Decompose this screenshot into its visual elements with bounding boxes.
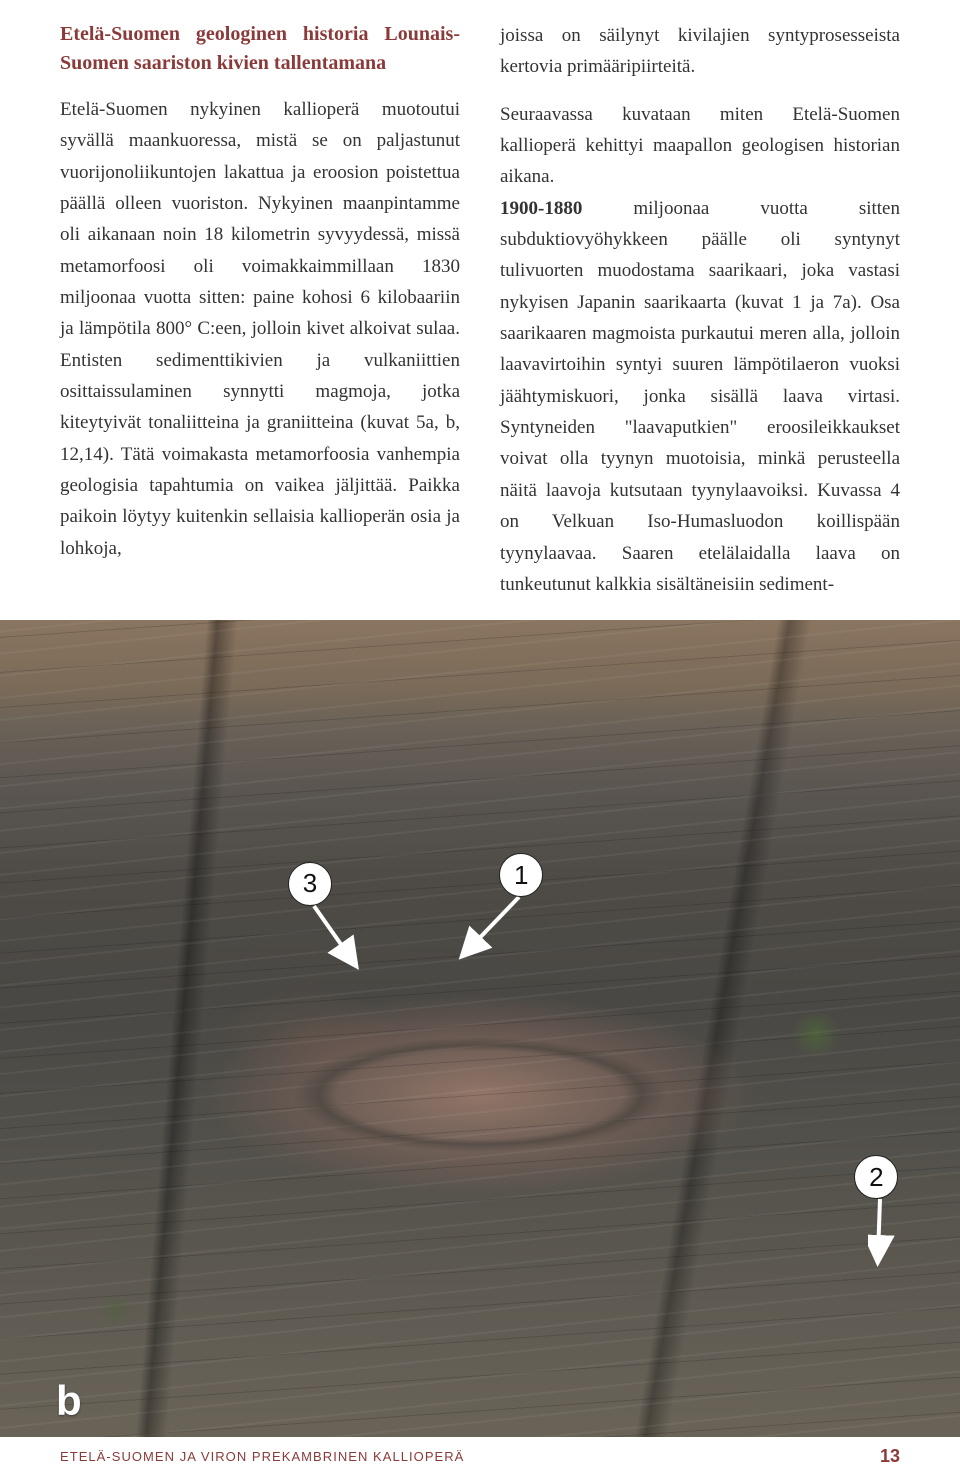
- body-paragraph-right-3: 1900-1880 miljoonaa vuotta sitten subduk…: [500, 193, 900, 600]
- body-run: miljoonaa vuotta sitten subduktiovyöhykk…: [500, 198, 900, 595]
- left-column: Etelä-Suomen geologinen historia Lounais…: [60, 20, 460, 600]
- callout-label: 2: [869, 1162, 883, 1193]
- callout-3: 3: [288, 862, 332, 906]
- body-paragraph-left: Etelä-Suomen nykyinen kallioperä muotout…: [60, 94, 460, 564]
- page-number: 13: [880, 1446, 900, 1467]
- text-columns: Etelä-Suomen geologinen historia Lounais…: [0, 0, 960, 620]
- figure-label: b: [56, 1377, 82, 1425]
- page-footer: ETELÄ-SUOMEN JA VIRON PREKAMBRINEN KALLI…: [0, 1437, 960, 1483]
- arrow-icon: [868, 1197, 898, 1267]
- body-paragraph-right-2: Seuraavassa kuvataan miten Etelä-Suomen …: [500, 99, 900, 193]
- right-column: joissa on säilynyt kivilajien syntyprose…: [500, 20, 900, 600]
- page: Etelä-Suomen geologinen historia Lounais…: [0, 0, 960, 1483]
- arrow-icon: [457, 893, 527, 963]
- callout-label: 1: [514, 860, 528, 891]
- arrow-icon: [310, 902, 370, 972]
- callout-1: 1: [499, 853, 543, 897]
- callout-label: 3: [303, 868, 317, 899]
- footer-chapter-title: ETELÄ-SUOMEN JA VIRON PREKAMBRINEN KALLI…: [60, 1449, 464, 1464]
- section-heading: Etelä-Suomen geologinen historia Lounais…: [60, 20, 460, 78]
- rock-photo: 3 1 2 b: [0, 620, 960, 1483]
- callout-2: 2: [854, 1155, 898, 1199]
- body-paragraph-right-1: joissa on säilynyt kivilajien syntyprose…: [500, 20, 900, 83]
- year-range: 1900-1880: [500, 198, 582, 219]
